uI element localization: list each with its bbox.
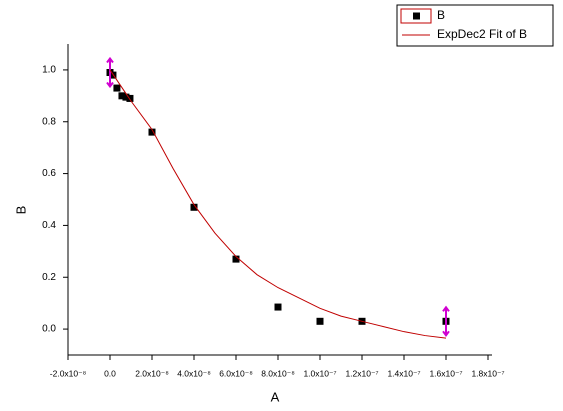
x-tick-label: 1.2x10⁻⁷ xyxy=(345,368,378,378)
range-marker xyxy=(442,305,450,337)
data-point xyxy=(232,255,240,263)
x-tick-label: 1.8x10⁻⁷ xyxy=(471,368,504,378)
data-point xyxy=(190,203,198,211)
x-tick-label: -2.0x10⁻⁸ xyxy=(50,368,87,378)
x-tick-label: 2.0x10⁻⁸ xyxy=(135,368,169,378)
data-point xyxy=(122,93,130,101)
y-tick-label: 1.0 xyxy=(42,65,56,76)
data-point xyxy=(118,92,126,100)
data-point xyxy=(126,94,134,102)
y-tick-label: 0.4 xyxy=(42,220,56,231)
x-axis-label: A xyxy=(271,389,280,404)
legend-marker xyxy=(413,12,420,20)
data-point xyxy=(148,128,156,136)
range-marker xyxy=(106,56,114,89)
legend-swatch xyxy=(400,8,432,24)
x-tick-label: 0.0 xyxy=(104,368,116,378)
y-tick-label: 0.8 xyxy=(42,116,56,127)
x-tick-label: 8.0x10⁻⁸ xyxy=(261,368,295,378)
x-tick-label: 1.6x10⁻⁷ xyxy=(429,368,462,378)
data-point xyxy=(113,84,121,92)
data-point xyxy=(316,317,324,325)
x-tick-label: 1.4x10⁻⁷ xyxy=(387,368,420,378)
y-tick-label: 0.0 xyxy=(42,324,56,335)
legend-label: B xyxy=(437,8,445,22)
x-tick-label: 1.0x10⁻⁷ xyxy=(303,368,336,378)
legend-label: ExpDec2 Fit of B xyxy=(437,27,527,41)
y-axis-label: B xyxy=(13,206,28,215)
x-tick-label: 6.0x10⁻⁸ xyxy=(219,368,253,378)
y-tick-label: 0.2 xyxy=(42,272,56,283)
x-tick-label: 4.0x10⁻⁸ xyxy=(177,368,211,378)
fit-line xyxy=(109,69,447,339)
legend-box xyxy=(396,4,554,47)
data-point xyxy=(274,303,282,311)
y-tick-label: 0.6 xyxy=(42,168,56,179)
